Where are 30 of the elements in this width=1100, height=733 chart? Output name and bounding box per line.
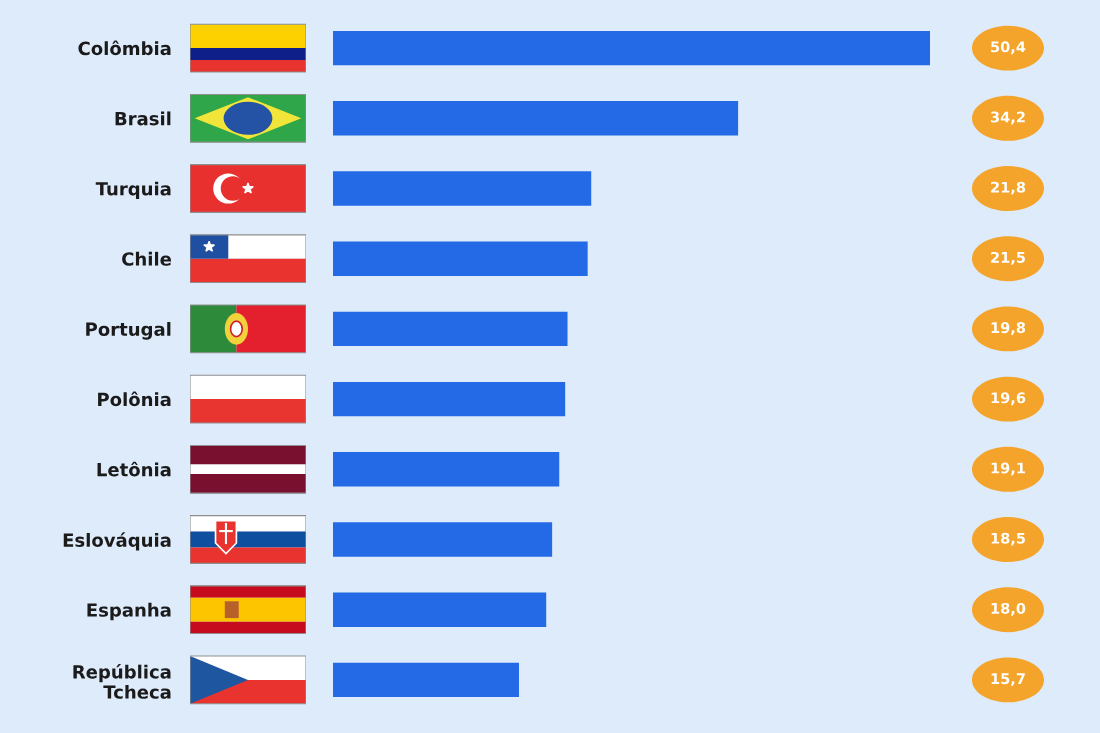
bar <box>333 311 568 347</box>
data-label: 34,2 <box>990 111 1025 125</box>
data-label: 50,4 <box>991 41 1026 55</box>
bar <box>333 171 592 206</box>
bar <box>333 522 553 557</box>
y-tick-label: República Tcheca <box>73 663 171 699</box>
y-tick-label: Eslováquia <box>63 532 171 551</box>
data-label: 18,5 <box>991 532 1025 546</box>
bar <box>333 452 560 487</box>
y-tick-label: Turquia <box>95 181 171 200</box>
y-tick-label: Espanha <box>87 602 171 621</box>
y-tick-label: Chile <box>122 251 172 266</box>
data-label: 19,6 <box>991 392 1026 406</box>
y-tick-label: Colômbia <box>78 40 171 56</box>
data-label: 19,8 <box>991 322 1026 335</box>
bar <box>333 30 930 66</box>
bar <box>333 662 519 698</box>
y-tick-label: Letônia <box>97 461 171 477</box>
bar <box>333 381 566 417</box>
data-label: 15,7 <box>991 673 1025 686</box>
data-label: 21,8 <box>991 181 1026 195</box>
bar <box>333 241 588 276</box>
data-label: 19,1 <box>991 462 1025 476</box>
y-tick-label: Polônia <box>98 391 171 407</box>
bar <box>333 592 547 627</box>
y-tick-label: Brasil <box>115 111 171 126</box>
y-tick-label: Portugal <box>86 322 171 340</box>
data-label: 18,0 <box>991 602 1026 616</box>
bar <box>333 101 739 136</box>
data-label: 21,5 <box>991 251 1025 265</box>
